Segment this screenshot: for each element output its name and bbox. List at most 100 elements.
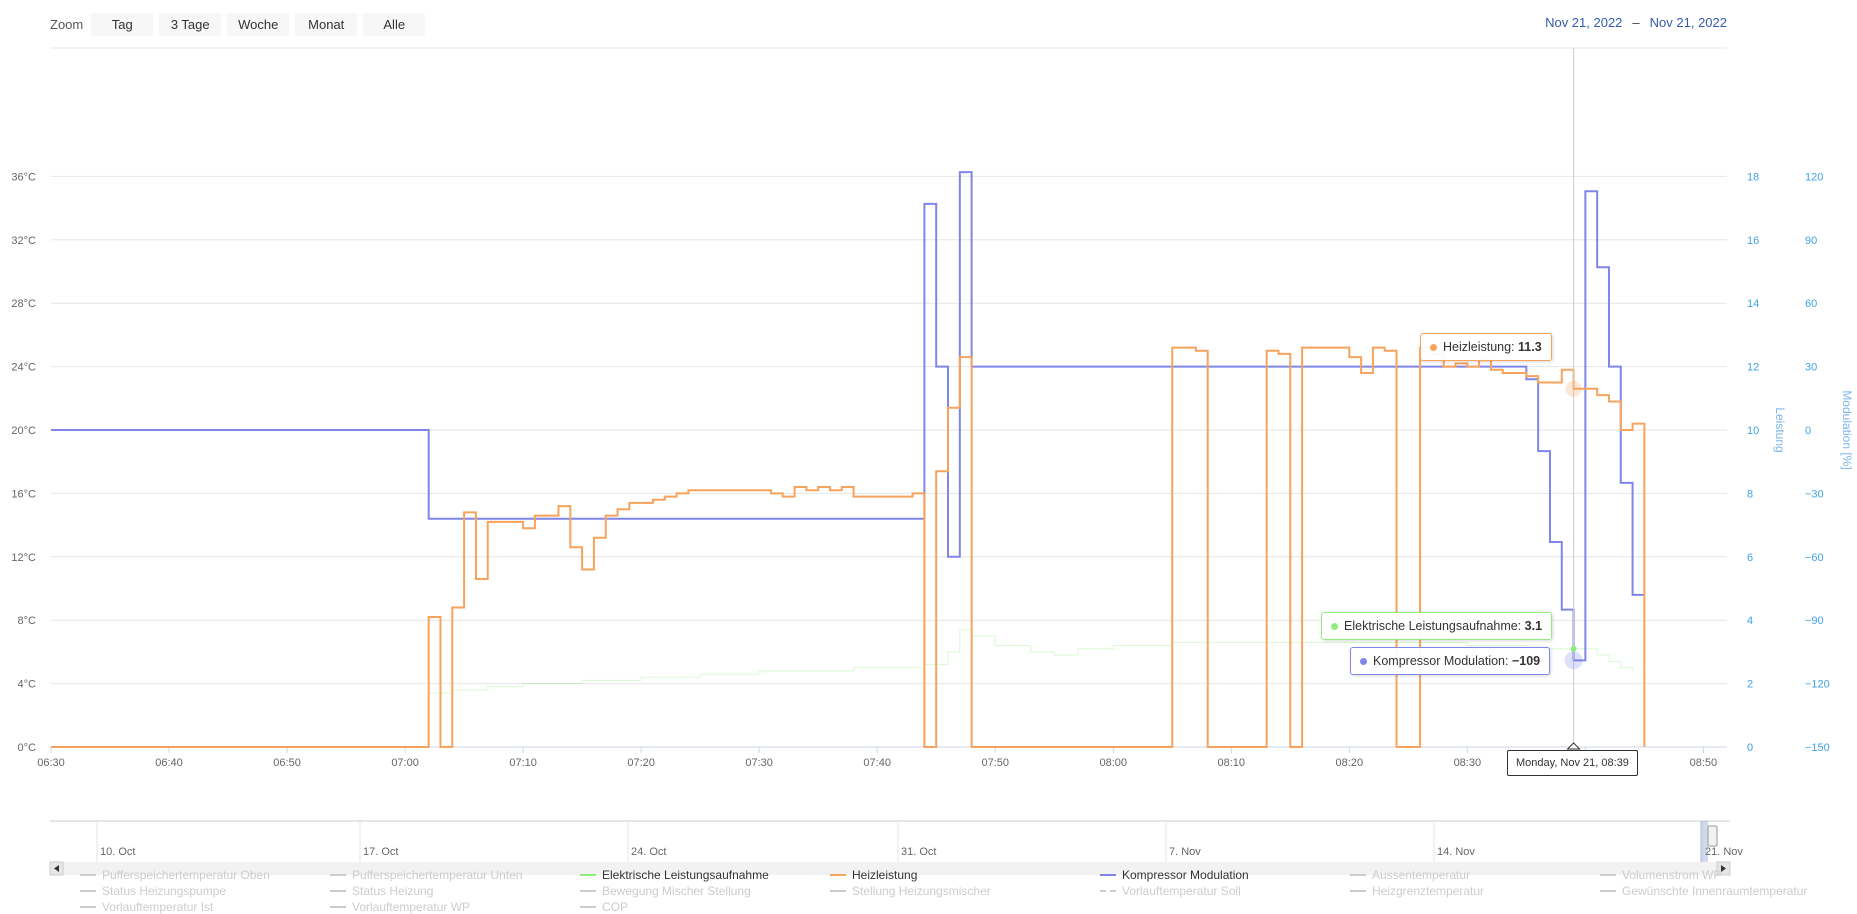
legend-item-elektrische-leistungsaufnahme[interactable]: Elektrische Leistungsaufnahme — [580, 867, 830, 882]
navigator[interactable]: 10. Oct 17. Oct 24. Oct 31. Oct 7. Nov 14. No… — [49, 820, 1743, 876]
legend-label: Volumenstrom WP — [1622, 867, 1722, 882]
tooltip-label: Heizleistung — [1443, 340, 1512, 354]
legend-symbol — [330, 889, 346, 892]
series-line-heizleistung — [51, 346, 1646, 748]
y-tick-label-temp: 24°C — [11, 362, 36, 374]
y-tick-label-temp: 28°C — [11, 298, 36, 310]
zoom-button-tag[interactable]: Tag — [91, 12, 154, 36]
legend-label: Gewünschte Innenraumtemperatur — [1622, 883, 1808, 898]
x-tick-label: 08:00 — [1099, 757, 1127, 769]
legend-label: Aussentemperatur — [1372, 867, 1471, 882]
range-to-input[interactable]: Nov 21, 2022 — [1649, 15, 1727, 30]
zoom-button-alle[interactable]: Alle — [363, 12, 426, 36]
crosshair-time-label: Monday, Nov 21, 08:39 — [1507, 750, 1638, 776]
tooltip-value: −109 — [1511, 654, 1541, 668]
legend-item-gew-nschte-innenraumtemperatur[interactable]: Gewünschte Innenraumtemperatur — [1600, 883, 1820, 898]
y-tick-label-leistung: 8 — [1747, 488, 1753, 500]
legend-item-aussentemperatur[interactable]: Aussentemperatur — [1350, 867, 1600, 882]
tooltip-dot — [1331, 623, 1338, 631]
legend-item-heizgrenztemperatur[interactable]: Heizgrenztemperatur — [1350, 883, 1600, 898]
legend-item-vorlauftemperatur-wp[interactable]: Vorlauftemperatur WP — [330, 899, 580, 914]
x-tick-label: 08:50 — [1690, 757, 1718, 769]
legend-label: Bewegung Mischer Stellung — [602, 883, 751, 898]
legend-item-vorlauftemperatur-soll[interactable]: Vorlauftemperatur Soll — [1100, 883, 1350, 898]
series-layer — [51, 171, 1646, 748]
tooltip-label: Elektrische Leistungsaufnahme — [1344, 619, 1518, 633]
legend-label: Status Heizung — [352, 883, 434, 898]
y-tick-label-leistung: 2 — [1747, 679, 1753, 691]
x-tick-label: 08:20 — [1336, 757, 1364, 769]
hover-marker-elektrisch — [1570, 645, 1577, 652]
x-tick-label: 07:00 — [391, 757, 419, 769]
legend-label: Status Heizungspumpe — [102, 883, 227, 898]
legend-item-pufferspeichertemperatur-unten[interactable]: Pufferspeichertemperatur Unten — [330, 867, 580, 882]
y-tick-label-leistung: 14 — [1747, 298, 1759, 310]
tooltip-value: 11.3 — [1518, 340, 1542, 354]
y-tick-label-modulation: 30 — [1805, 362, 1817, 374]
navigator-tick-label: 24. Oct — [631, 846, 666, 858]
y-tick-label-modulation: −150 — [1805, 742, 1830, 754]
legend-symbol — [580, 905, 596, 908]
legend-label: Pufferspeichertemperatur Unten — [352, 867, 523, 882]
y-axis-title-modulation: Modulation [%] — [1840, 390, 1854, 469]
legend-item-pufferspeichertemperatur-oben[interactable]: Pufferspeichertemperatur Oben — [80, 867, 330, 882]
range-from-input[interactable]: Nov 21, 2022 — [1545, 15, 1623, 30]
date-range: Nov 21, 2022 – Nov 21, 2022 — [1545, 15, 1727, 30]
x-tick-label: 08:10 — [1218, 757, 1246, 769]
legend-symbol — [580, 873, 596, 876]
y-tick-label-modulation: −60 — [1805, 552, 1824, 564]
legend-symbol — [330, 905, 346, 908]
legend-symbol — [580, 889, 596, 892]
tooltip-dot — [1360, 658, 1367, 666]
crosshair — [1564, 48, 1583, 750]
legend-item-volumenstrom-wp[interactable]: Volumenstrom WP — [1600, 867, 1820, 882]
y-tick-label-modulation: 0 — [1805, 425, 1811, 437]
legend-item-bewegung-mischer-stellung[interactable]: Bewegung Mischer Stellung — [580, 883, 830, 898]
zoom-button-monat[interactable]: Monat — [295, 12, 358, 36]
x-tick-label: 07:10 — [509, 757, 537, 769]
navigator-tick-label: 17. Oct — [363, 846, 398, 858]
legend-item-cop[interactable]: COP — [580, 899, 830, 914]
tooltip-label: Kompressor Modulation — [1373, 654, 1506, 668]
navigator-tick-label: 14. Nov — [1437, 846, 1475, 858]
legend-symbol — [830, 889, 846, 892]
navigator-tick-label: 10. Oct — [100, 846, 135, 858]
legend-symbol — [1350, 889, 1366, 892]
legend-symbol — [1600, 889, 1616, 892]
navigator-mask — [1700, 821, 1708, 862]
x-tick-label: 07:20 — [627, 757, 655, 769]
x-tick-label: 07:50 — [981, 757, 1009, 769]
zoom-button-woche[interactable]: Woche — [227, 12, 290, 36]
y-tick-label-temp: 36°C — [11, 171, 36, 183]
scroll-right-arrow-icon — [1721, 865, 1726, 872]
legend-item-heizleistung[interactable]: Heizleistung — [830, 867, 1100, 882]
legend-item-kompressor-modulation[interactable]: Kompressor Modulation — [1100, 867, 1350, 882]
zoom-label: Zoom — [50, 16, 84, 32]
y-tick-label-leistung: 18 — [1747, 171, 1759, 183]
legend-item-stellung-heizungsmischer[interactable]: Stellung Heizungsmischer — [830, 883, 1100, 898]
legend-symbol — [1350, 873, 1366, 876]
y-tick-label-modulation: −30 — [1805, 488, 1824, 500]
zoom-button-3-tage[interactable]: 3 Tage — [159, 12, 222, 36]
scroll-left-arrow-icon — [54, 865, 59, 872]
grid-lines — [51, 47, 1727, 748]
navigator-tick-label: 7. Nov — [1169, 846, 1201, 858]
legend-item-status-heizung[interactable]: Status Heizung — [330, 883, 580, 898]
y-tick-label-leistung: 12 — [1747, 362, 1759, 374]
legend-symbol — [830, 873, 846, 876]
zoom-bar: Zoom Tag 3 Tage Woche Monat Alle — [50, 12, 426, 36]
legend-label: Elektrische Leistungsaufnahme — [602, 867, 769, 882]
legend-symbol — [80, 889, 96, 892]
y-axis-modulation: −150 −120 −90 −60 −30 0 30 60 90 120 — [1805, 171, 1830, 754]
x-tick-label: 07:30 — [745, 757, 773, 769]
legend-item-vorlauftemperatur-ist[interactable]: Vorlauftemperatur Ist — [80, 899, 330, 914]
y-axis-title-leistung: Leistung — [1773, 407, 1787, 452]
legend: Pufferspeichertemperatur Oben Pufferspeic… — [80, 867, 1820, 914]
series-line-elektrische-leistungsaufnahme — [428, 629, 1634, 694]
navigator-tick-label: 31. Oct — [901, 846, 936, 858]
legend-item-status-heizungspumpe[interactable]: Status Heizungspumpe — [80, 883, 330, 898]
x-tick-label: 07:40 — [863, 757, 891, 769]
hover-halo-modulation — [1564, 651, 1583, 670]
y-tick-label-temp: 8°C — [18, 615, 37, 627]
